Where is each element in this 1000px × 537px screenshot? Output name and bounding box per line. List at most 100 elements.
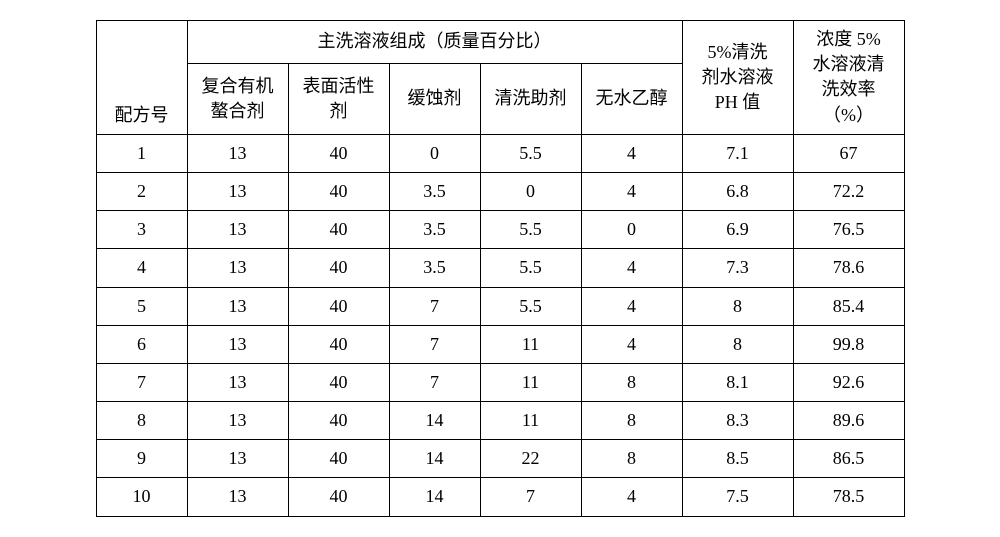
cell-a: 13 xyxy=(187,211,288,249)
cell-eff: 67 xyxy=(793,134,904,172)
cell-c: 7 xyxy=(389,287,480,325)
header-composition: 主洗溶液组成（质量百分比） xyxy=(187,21,682,64)
cell-a: 13 xyxy=(187,440,288,478)
cell-d: 5.5 xyxy=(480,134,581,172)
cell-e: 4 xyxy=(581,478,682,516)
cell-d: 22 xyxy=(480,440,581,478)
cell-n: 7 xyxy=(96,363,187,401)
cell-n: 1 xyxy=(96,134,187,172)
cell-c: 7 xyxy=(389,363,480,401)
table-row: 7134071188.192.6 xyxy=(96,363,904,401)
cell-d: 5.5 xyxy=(480,211,581,249)
cell-ph: 7.1 xyxy=(682,134,793,172)
cell-b: 40 xyxy=(288,134,389,172)
cell-ph: 7.5 xyxy=(682,478,793,516)
table-row: 81340141188.389.6 xyxy=(96,402,904,440)
cell-e: 4 xyxy=(581,325,682,363)
cell-eff: 72.2 xyxy=(793,172,904,210)
cell-n: 2 xyxy=(96,172,187,210)
cell-n: 10 xyxy=(96,478,187,516)
cell-eff: 85.4 xyxy=(793,287,904,325)
solution-composition-table: 配方号 主洗溶液组成（质量百分比） 5%清洗剂水溶液PH 值 浓度 5%水溶液清… xyxy=(96,20,905,517)
cell-eff: 89.6 xyxy=(793,402,904,440)
cell-eff: 86.5 xyxy=(793,440,904,478)
cell-a: 13 xyxy=(187,363,288,401)
cell-eff: 92.6 xyxy=(793,363,904,401)
cell-a: 13 xyxy=(187,325,288,363)
cell-e: 8 xyxy=(581,402,682,440)
cell-ph: 7.3 xyxy=(682,249,793,287)
cell-eff: 76.5 xyxy=(793,211,904,249)
cell-d: 0 xyxy=(480,172,581,210)
cell-e: 4 xyxy=(581,287,682,325)
cell-a: 13 xyxy=(187,402,288,440)
cell-c: 14 xyxy=(389,402,480,440)
cell-n: 3 xyxy=(96,211,187,249)
cell-e: 8 xyxy=(581,440,682,478)
cell-b: 40 xyxy=(288,440,389,478)
table-row: 10134014747.578.5 xyxy=(96,478,904,516)
cell-c: 0 xyxy=(389,134,480,172)
cell-e: 4 xyxy=(581,134,682,172)
header-col-c: 缓蚀剂 xyxy=(389,63,480,134)
cell-b: 40 xyxy=(288,287,389,325)
cell-c: 3.5 xyxy=(389,211,480,249)
header-formula: 配方号 xyxy=(96,21,187,135)
cell-c: 7 xyxy=(389,325,480,363)
cell-c: 14 xyxy=(389,440,480,478)
cell-ph: 8 xyxy=(682,287,793,325)
cell-b: 40 xyxy=(288,172,389,210)
cell-d: 11 xyxy=(480,402,581,440)
cell-b: 40 xyxy=(288,211,389,249)
cell-ph: 6.9 xyxy=(682,211,793,249)
cell-a: 13 xyxy=(187,478,288,516)
cell-ph: 6.8 xyxy=(682,172,793,210)
table-row: 313403.55.506.976.5 xyxy=(96,211,904,249)
cell-ph: 8.1 xyxy=(682,363,793,401)
header-col-b: 表面活性剂 xyxy=(288,63,389,134)
cell-eff: 78.5 xyxy=(793,478,904,516)
cell-b: 40 xyxy=(288,325,389,363)
cell-n: 8 xyxy=(96,402,187,440)
cell-d: 5.5 xyxy=(480,287,581,325)
cell-ph: 8.3 xyxy=(682,402,793,440)
table-body: 1134005.547.167213403.5046.872.2313403.5… xyxy=(96,134,904,516)
cell-a: 13 xyxy=(187,172,288,210)
table-row: 91340142288.586.5 xyxy=(96,440,904,478)
table-row: 613407114899.8 xyxy=(96,325,904,363)
header-col-a: 复合有机螯合剂 xyxy=(187,63,288,134)
cell-n: 5 xyxy=(96,287,187,325)
cell-b: 40 xyxy=(288,402,389,440)
cell-eff: 99.8 xyxy=(793,325,904,363)
header-col-d: 清洗助剂 xyxy=(480,63,581,134)
cell-d: 7 xyxy=(480,478,581,516)
table-row: 413403.55.547.378.6 xyxy=(96,249,904,287)
cell-a: 13 xyxy=(187,287,288,325)
cell-c: 3.5 xyxy=(389,249,480,287)
table-row: 5134075.54885.4 xyxy=(96,287,904,325)
cell-e: 0 xyxy=(581,211,682,249)
cell-e: 4 xyxy=(581,249,682,287)
header-ph: 5%清洗剂水溶液PH 值 xyxy=(682,21,793,135)
cell-a: 13 xyxy=(187,249,288,287)
cell-c: 14 xyxy=(389,478,480,516)
cell-e: 8 xyxy=(581,363,682,401)
cell-d: 11 xyxy=(480,325,581,363)
header-col-e: 无水乙醇 xyxy=(581,63,682,134)
cell-n: 4 xyxy=(96,249,187,287)
cell-ph: 8 xyxy=(682,325,793,363)
cell-d: 5.5 xyxy=(480,249,581,287)
header-eff: 浓度 5%水溶液清洗效率（%） xyxy=(793,21,904,135)
cell-e: 4 xyxy=(581,172,682,210)
table-row: 213403.5046.872.2 xyxy=(96,172,904,210)
cell-eff: 78.6 xyxy=(793,249,904,287)
cell-n: 9 xyxy=(96,440,187,478)
cell-b: 40 xyxy=(288,363,389,401)
cell-n: 6 xyxy=(96,325,187,363)
cell-d: 11 xyxy=(480,363,581,401)
header-row-1: 配方号 主洗溶液组成（质量百分比） 5%清洗剂水溶液PH 值 浓度 5%水溶液清… xyxy=(96,21,904,64)
cell-b: 40 xyxy=(288,478,389,516)
cell-ph: 8.5 xyxy=(682,440,793,478)
cell-a: 13 xyxy=(187,134,288,172)
cell-c: 3.5 xyxy=(389,172,480,210)
